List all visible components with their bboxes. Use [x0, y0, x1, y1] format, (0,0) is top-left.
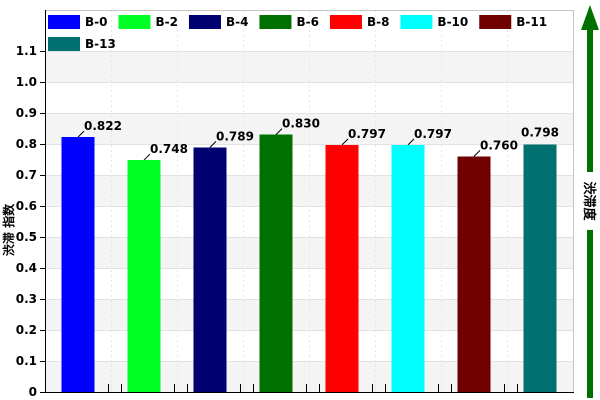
bar-b-10 — [391, 144, 425, 392]
y-tick-label: 0.5 — [16, 230, 37, 244]
bar-b-0 — [61, 137, 95, 392]
legend-swatch — [329, 15, 362, 29]
y-tick-labels: 0 0.1 0.2 0.3 0.4 0.5 0.6 0.7 0.8 0.9 1.0 1.1 — [16, 44, 37, 399]
bar-b-13 — [523, 144, 557, 392]
data-label: 0.798 — [521, 126, 559, 140]
legend-item-b-4: B-4 — [188, 15, 248, 29]
y-tick-label: 0.9 — [16, 106, 37, 120]
data-label: 0.748 — [150, 142, 188, 156]
legend-item-b-8: B-8 — [329, 15, 389, 29]
legend-swatch — [259, 15, 292, 29]
data-label: 0.760 — [480, 138, 518, 152]
data-label-leader — [143, 153, 151, 161]
data-label-leader — [275, 128, 283, 135]
legend-swatch — [118, 15, 151, 29]
y-axis-label: 渋滞 指数 — [1, 203, 16, 256]
legend-item-b-0: B-0 — [48, 15, 107, 29]
y-tick-label: 0.8 — [16, 137, 37, 151]
data-label: 0.830 — [282, 117, 320, 131]
y-tick-label: 0.6 — [16, 199, 37, 213]
legend: B-0 B-2 B-4 B-6 B-8 B-10 B-11 B-13 — [48, 15, 547, 51]
legend-item-b-2: B-2 — [118, 15, 178, 29]
bar-b-11 — [457, 156, 491, 392]
bar-b-8 — [325, 144, 359, 392]
legend-label: B-4 — [226, 15, 248, 29]
y-tick-label: 1.0 — [16, 75, 37, 89]
y-tick-label: 0.3 — [16, 292, 37, 306]
legend-swatch — [479, 15, 512, 29]
y-tick-label: 0.7 — [16, 168, 37, 182]
legend-swatch — [188, 15, 221, 29]
bar-b-4 — [193, 147, 227, 392]
up-arrow-icon — [581, 5, 599, 30]
legend-swatch — [48, 15, 80, 29]
y-tick-label: 0.1 — [16, 354, 37, 368]
side-indicator-label: 渋滞度 — [581, 181, 597, 221]
y-tick-label: 1.1 — [16, 44, 37, 58]
legend-label: B-8 — [367, 15, 389, 29]
side-indicator: 渋滞度 — [581, 5, 599, 398]
data-label-leader — [407, 138, 415, 146]
legend-label: B-2 — [155, 15, 177, 29]
data-label: 0.797 — [348, 127, 386, 141]
legend-swatch — [48, 37, 80, 51]
legend-item-b-6: B-6 — [259, 15, 319, 29]
data-label-leader — [209, 141, 217, 148]
legend-label: B-0 — [85, 15, 107, 29]
bar-b-6 — [259, 134, 293, 392]
legend-item-b-10: B-10 — [400, 15, 468, 29]
data-label-leader — [341, 138, 349, 146]
y-tick-label: 0.4 — [16, 261, 37, 275]
data-label: 0.822 — [84, 119, 122, 133]
data-label: 0.789 — [216, 129, 254, 143]
legend-label: B-11 — [516, 15, 547, 29]
bar-b-2 — [127, 160, 161, 392]
data-label: 0.797 — [414, 127, 452, 141]
legend-label: B-13 — [85, 37, 116, 51]
legend-item-b-13: B-13 — [48, 37, 116, 51]
y-tick-label: 0.2 — [16, 323, 37, 337]
bars — [61, 134, 557, 392]
data-label-leader — [473, 149, 481, 157]
axes — [40, 10, 574, 393]
arrow-shaft-lower — [587, 230, 593, 398]
y-tick-label: 0 — [29, 385, 37, 399]
grid-band — [45, 112, 573, 144]
data-label-leader — [77, 130, 85, 138]
legend-label: B-6 — [296, 15, 318, 29]
legend-item-b-11: B-11 — [479, 15, 547, 29]
legend-label: B-10 — [437, 15, 468, 29]
arrow-shaft-upper — [587, 29, 593, 172]
legend-swatch — [400, 15, 433, 29]
